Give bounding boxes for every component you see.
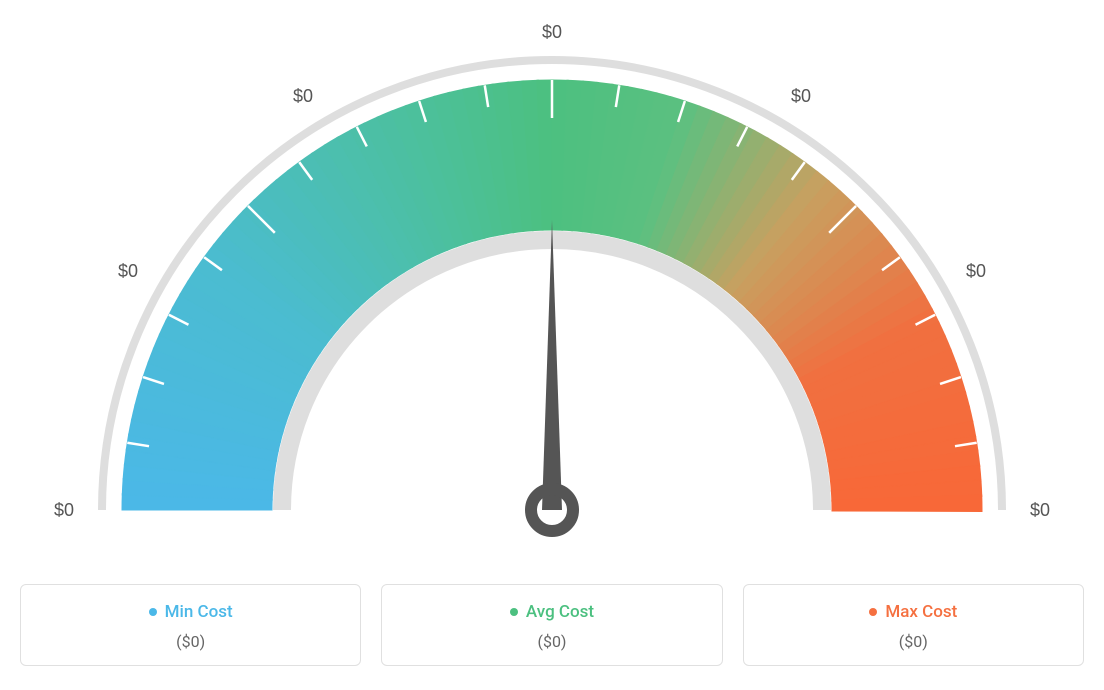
legend-dot-min [149,608,157,616]
svg-text:$0: $0 [791,86,811,106]
legend-value-max: ($0) [744,632,1083,651]
gauge-svg: $0 $0 $0 $0 $0 $0 $0 [20,20,1084,560]
cost-gauge-widget: $0 $0 $0 $0 $0 $0 $0 Min Cost ($0) Avg Cost ($… [20,20,1084,666]
legend-label-max: Max Cost [885,602,957,622]
legend-label-min: Min Cost [165,602,233,622]
legend-card-avg: Avg Cost ($0) [381,584,722,666]
svg-text:$0: $0 [118,261,138,281]
legend-label-avg: Avg Cost [526,602,594,622]
legend-dot-max [869,608,877,616]
legend-title-min: Min Cost [149,602,233,622]
svg-text:$0: $0 [54,500,74,520]
legend-title-max: Max Cost [869,602,957,622]
legend-value-avg: ($0) [382,632,721,651]
svg-text:$0: $0 [1030,500,1050,520]
svg-text:$0: $0 [293,86,313,106]
legend-card-min: Min Cost ($0) [20,584,361,666]
legend-title-avg: Avg Cost [510,602,594,622]
svg-text:$0: $0 [542,22,562,42]
legend-value-min: ($0) [21,632,360,651]
legend-card-max: Max Cost ($0) [743,584,1084,666]
svg-text:$0: $0 [966,261,986,281]
legend-dot-avg [510,608,518,616]
legend-row: Min Cost ($0) Avg Cost ($0) Max Cost ($0… [20,584,1084,666]
gauge-chart: $0 $0 $0 $0 $0 $0 $0 [20,20,1084,560]
